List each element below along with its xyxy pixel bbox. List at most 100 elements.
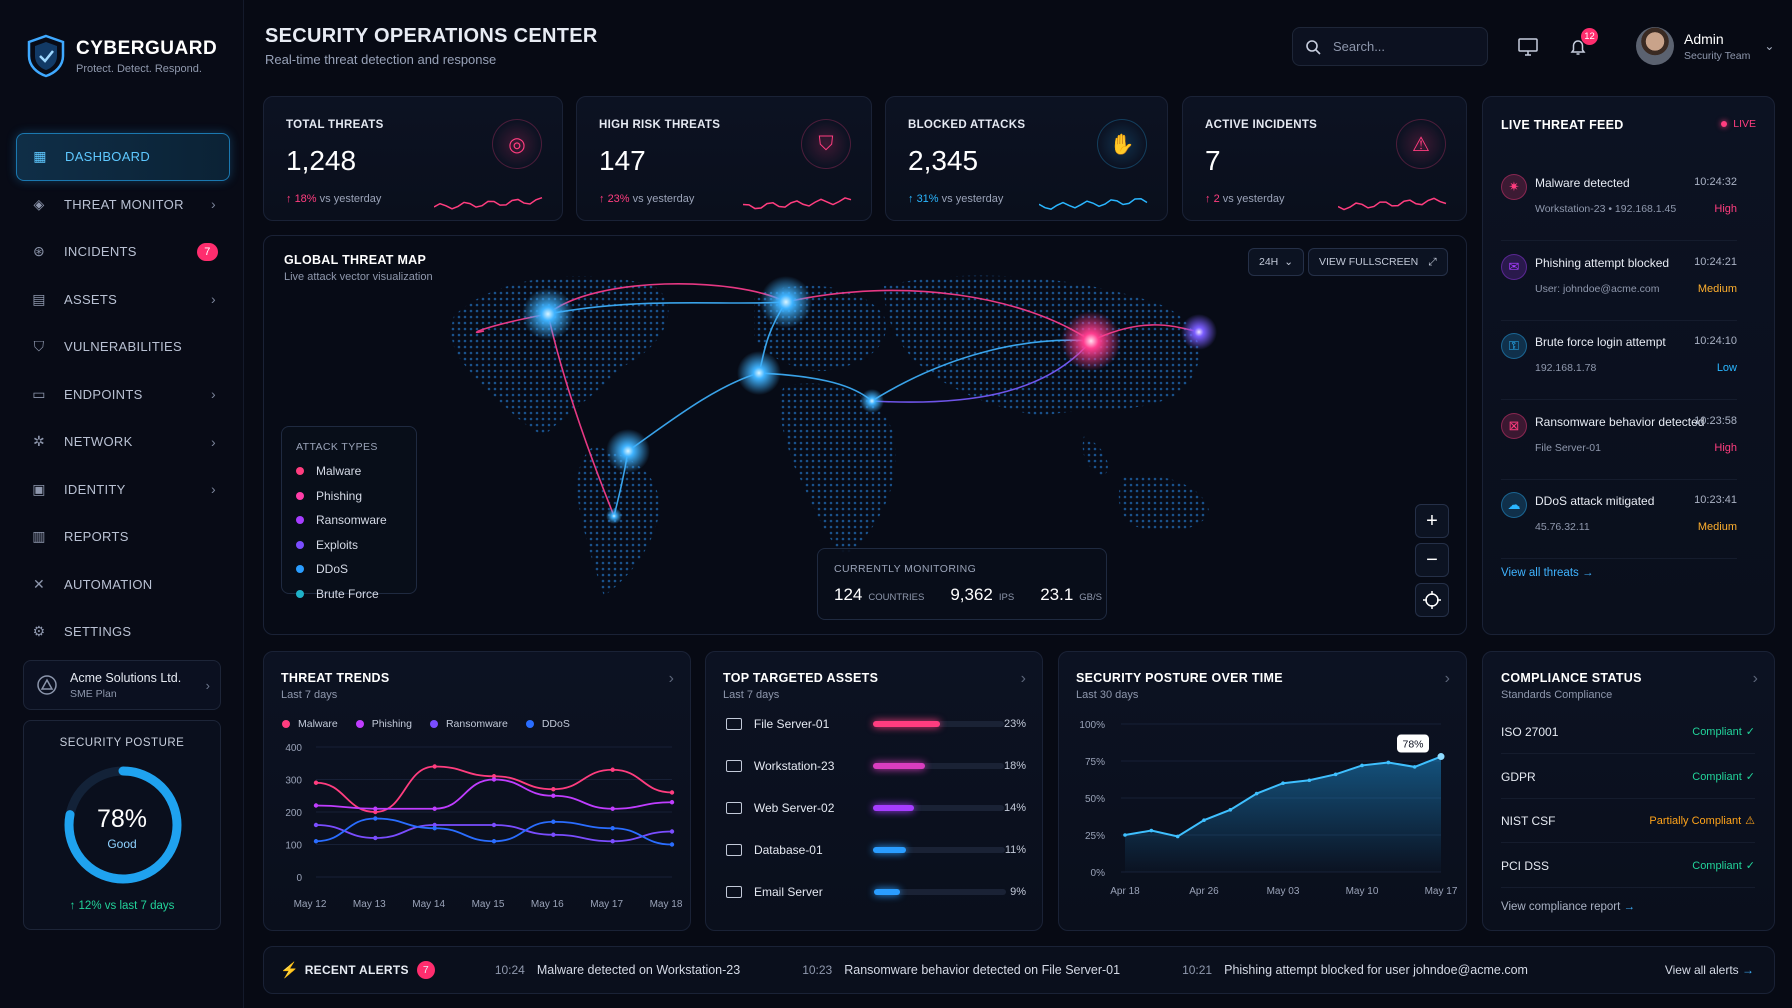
time-range-select[interactable]: 24H ⌄ xyxy=(1248,248,1305,276)
trend-point xyxy=(373,809,378,815)
trend-point xyxy=(432,822,437,828)
trend-point xyxy=(373,816,378,821)
nav-item-settings[interactable]: ⚙ SETTINGS xyxy=(16,608,230,656)
user-name: Admin xyxy=(1684,30,1724,47)
arrow-up-icon: ↑ xyxy=(599,193,608,205)
nav-item-dashboard[interactable]: ▦ DASHBOARD xyxy=(16,133,230,181)
notifications-button[interactable]: 12 xyxy=(1561,28,1598,64)
compliance-row[interactable]: NIST CSF Partially Compliant ⚠ xyxy=(1501,814,1755,843)
screen-button[interactable] xyxy=(1511,30,1545,64)
feed-item[interactable]: ⚿ Brute force login attempt 10:24:10 192.16… xyxy=(1501,322,1737,400)
asset-name: Database-01 xyxy=(753,843,823,857)
legend-item[interactable]: Exploits xyxy=(296,533,402,558)
brand[interactable]: CYBERGUARD Protect. Detect. Respond. xyxy=(26,34,217,78)
asset-bar-track xyxy=(873,847,1005,853)
view-compliance-report-link[interactable]: View compliance report → xyxy=(1501,901,1635,913)
asset-row[interactable]: Web Server-02 14% xyxy=(726,793,1026,823)
view-all-alerts-link[interactable]: View all alerts → xyxy=(1665,963,1754,977)
kpi-card[interactable]: BLOCKED ATTACKS 2,345 ↑ 31% vs yesterday ✋ xyxy=(885,96,1168,221)
y-tick-label: 400 xyxy=(285,743,302,754)
kpi-card[interactable]: TOTAL THREATS 1,248 ↑ 18% vs yesterday ◎ xyxy=(263,96,563,221)
nav-item-reports[interactable]: ▥ REPORTS xyxy=(16,513,230,561)
kpi-delta: ↑ 18% vs yesterday xyxy=(286,193,381,205)
trend-legend-item[interactable]: Phishing xyxy=(355,718,412,730)
legend-label: Malware xyxy=(316,464,362,479)
legend-item[interactable]: Malware xyxy=(296,459,402,484)
legend-item[interactable]: DDoS xyxy=(296,557,402,582)
feed-item[interactable]: ⊠ Ransomware behavior detected 10:23:58 Fil… xyxy=(1501,402,1737,480)
severity-label: Low xyxy=(1716,362,1737,374)
kpi-card[interactable]: ACTIVE INCIDENTS 7 ↑ 2 vs yesterday ⚠ xyxy=(1182,96,1467,221)
chevron-right-icon[interactable]: › xyxy=(1752,670,1758,687)
stat-value: 124 xyxy=(834,585,863,604)
trend-legend-item[interactable]: DDoS xyxy=(525,718,570,730)
chevron-right-icon[interactable]: › xyxy=(668,670,674,687)
asset-row[interactable]: File Server-01 23% xyxy=(726,709,1026,739)
trend-legend-item[interactable]: Ransomware xyxy=(429,718,508,730)
kpi-value: 147 xyxy=(599,145,646,176)
legend-item[interactable]: Ransomware xyxy=(296,508,402,533)
org-switcher[interactable]: Acme Solutions Ltd. SME Plan › xyxy=(23,660,221,710)
asset-row[interactable]: Email Server 9% xyxy=(726,877,1026,907)
alert-item[interactable]: 10:23 Ransomware behavior detected on Fil… xyxy=(802,963,1120,977)
alert-item[interactable]: 10:21 Phishing attempt blocked for user j… xyxy=(1182,963,1528,977)
server-icon xyxy=(726,802,742,814)
view-all-threats-link[interactable]: View all threats → xyxy=(1501,567,1593,579)
feed-item[interactable]: ✉ Phishing attempt blocked 10:24:21 User: j… xyxy=(1501,243,1737,321)
recent-alerts-bar: ⚡ RECENT ALERTS 7 10:24 Malware detected … xyxy=(263,946,1775,994)
recenter-button[interactable] xyxy=(1415,583,1449,617)
legend-title: ATTACK TYPES xyxy=(296,441,378,453)
nav-item-vulnerabilities[interactable]: ⛉ VULNERABILITIES xyxy=(16,323,230,371)
kpi-title: TOTAL THREATS xyxy=(286,119,384,131)
compliance-row[interactable]: GDPR Compliant ✓ xyxy=(1501,770,1755,799)
view-fullscreen-button[interactable]: VIEW FULLSCREEN ⤢ xyxy=(1308,248,1448,276)
map-header: GLOBAL THREAT MAP Live attack vector vis… xyxy=(284,253,433,283)
asset-name: Workstation-23 xyxy=(753,759,835,773)
trends-subtitle: Last 7 days xyxy=(281,689,338,701)
zoom-in-button[interactable]: + xyxy=(1415,504,1449,538)
asset-row[interactable]: Database-01 11% xyxy=(726,835,1026,865)
kpi-card[interactable]: HIGH RISK THREATS 147 ↑ 23% vs yesterday ⛉ xyxy=(576,96,872,221)
alert-item[interactable]: 10:24 Malware detected on Workstation-23 xyxy=(495,963,740,977)
nav-item-identity[interactable]: ▣ IDENTITY › xyxy=(16,466,230,514)
posture-chart-subtitle: Last 30 days xyxy=(1076,689,1139,701)
asset-row[interactable]: Workstation-23 18% xyxy=(726,751,1026,781)
legend-item[interactable]: Phishing xyxy=(296,484,402,509)
trend-legend-label: DDoS xyxy=(541,718,570,730)
chevron-right-icon[interactable]: › xyxy=(1444,670,1450,687)
compliance-row[interactable]: PCI DSS Compliant ✓ xyxy=(1501,859,1755,888)
trend-point xyxy=(669,800,675,805)
chevron-right-icon: › xyxy=(211,433,216,450)
monitor-icon: ▭ xyxy=(32,385,46,402)
stat-label: IPS xyxy=(998,592,1015,603)
zoom-out-button[interactable]: − xyxy=(1415,543,1449,577)
x-tick-label: May 18 xyxy=(650,899,682,910)
trend-point xyxy=(551,793,556,798)
expand-icon: ⤢ xyxy=(1428,255,1437,268)
y-tick-label: 0 xyxy=(296,873,302,884)
time-range-label: 24H xyxy=(1259,256,1279,268)
nav-item-automation[interactable]: ✕ AUTOMATION xyxy=(16,561,230,609)
kpi-delta: ↑ 31% vs yesterday xyxy=(908,193,1003,205)
feed-item-detail: File Server-01 xyxy=(1535,441,1601,454)
live-dot-icon xyxy=(1721,121,1728,127)
search-input[interactable]: Search... xyxy=(1292,27,1488,66)
chevron-right-icon[interactable]: › xyxy=(1020,670,1026,687)
arrow-right-icon: → xyxy=(1742,963,1754,977)
asset-bar-track xyxy=(873,763,1004,769)
nav-item-assets[interactable]: ▤ ASSETS › xyxy=(16,276,230,324)
trend-point xyxy=(491,774,497,779)
warning-icon: ⚠ xyxy=(1745,815,1755,827)
nav-item-network[interactable]: ✲ NETWORK › xyxy=(16,418,230,466)
feed-item[interactable]: ☁ DDoS attack mitigated 10:23:41 45.76.32.1… xyxy=(1501,481,1737,559)
user-menu[interactable]: Admin Security Team ⌄ xyxy=(1636,27,1774,65)
nav-item-threat-monitor[interactable]: ◈ THREAT MONITOR › xyxy=(16,181,230,229)
feed-item[interactable]: ✷ Malware detected 10:24:32 Workstation-23 … xyxy=(1501,163,1737,241)
legend-item[interactable]: Brute Force xyxy=(296,582,402,607)
nav-item-endpoints[interactable]: ▭ ENDPOINTS › xyxy=(16,371,230,419)
chevron-right-icon: › xyxy=(211,386,216,403)
compliance-row[interactable]: ISO 27001 Compliant ✓ xyxy=(1501,725,1755,754)
trend-legend-item[interactable]: Malware xyxy=(282,718,338,730)
nav-item-incidents[interactable]: ⊛ INCIDENTS 7 xyxy=(16,228,230,276)
severity-label: High xyxy=(1714,203,1737,215)
